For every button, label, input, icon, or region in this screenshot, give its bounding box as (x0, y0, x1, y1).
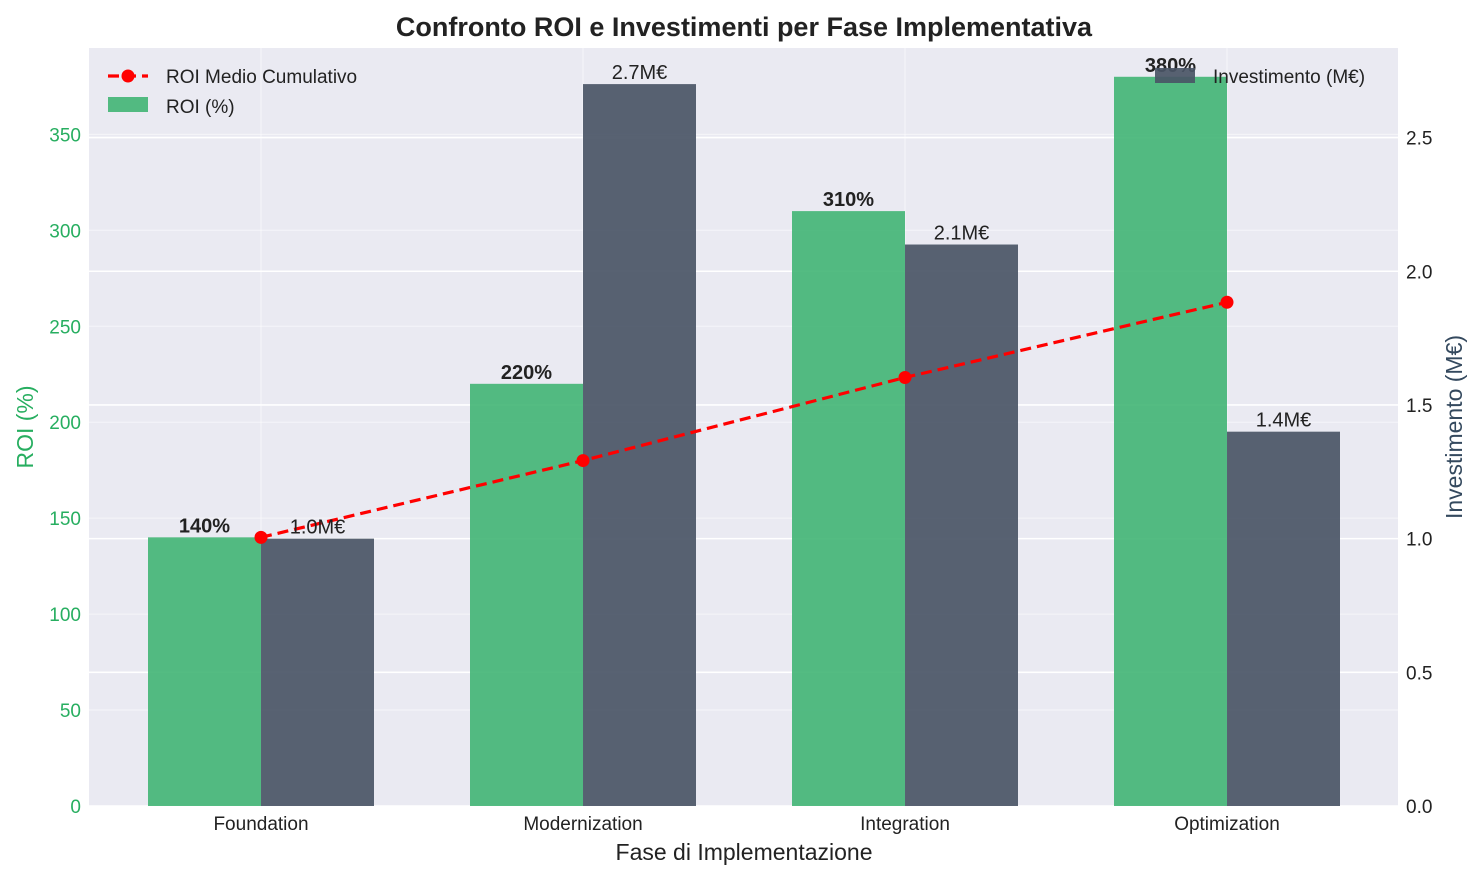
roi-value-label: 310% (823, 189, 874, 211)
y-right-tick-label: 0.0 (1406, 797, 1432, 818)
roi-cumulative-line (260, 300, 1228, 539)
roi-bar-integration (792, 211, 905, 807)
investment-bar-optimization (1227, 431, 1340, 806)
y-left-tick-label: 100 (49, 605, 81, 626)
legend-investment-swatch (1155, 68, 1195, 83)
legend-roi-label: ROI (%) (166, 97, 235, 118)
legend: ROI Medio Cumulativo ROI (%) Investimento … (108, 67, 1365, 118)
x-tick-label: Integration (860, 814, 950, 835)
investment-bar-foundation (261, 538, 374, 806)
y-left-tick-label: 250 (49, 317, 81, 338)
y-left-tick-label: 300 (49, 221, 81, 242)
investment-bar-integration (905, 244, 1018, 806)
roi-cumulative-point-integration (898, 370, 912, 384)
roi-cumulative-point-foundation (254, 530, 268, 544)
roi-bar-foundation (148, 537, 261, 806)
y-left-tick-label: 200 (49, 413, 81, 434)
roi-cumulative-point-modernization (576, 454, 590, 468)
bars-layer (148, 76, 1340, 807)
roi-bar-optimization (1114, 76, 1227, 807)
roi-cumulative-point-optimization (1220, 295, 1234, 309)
investment-value-label: 2.7M€ (612, 62, 668, 84)
y-axis-right-label: Investimento (M€) (1441, 335, 1467, 519)
x-tick-label: Modernization (523, 814, 642, 835)
legend-investment-label: Investimento (M€) (1213, 67, 1365, 88)
legend-line-label: ROI Medio Cumulativo (166, 67, 357, 88)
x-tick-label: Foundation (213, 814, 308, 835)
axes-layer: 0 50 100 150 200 250 300 350 0.0 0.5 1.0 1.5 2.0 2.5 F… (49, 125, 1432, 835)
y-right-tick-label: 2.5 (1406, 129, 1432, 150)
legend-line-marker (121, 69, 135, 83)
investment-value-label: 1.4M€ (1256, 410, 1312, 432)
y-right-tick-label: 0.5 (1406, 663, 1432, 684)
investment-value-label: 2.1M€ (934, 223, 990, 245)
investment-bar-modernization (583, 84, 696, 807)
y-right-tick-label: 1.0 (1406, 530, 1432, 551)
y-left-tick-label: 0 (70, 797, 81, 818)
roi-bar-modernization (470, 383, 583, 806)
roi-value-label: 140% (179, 515, 230, 537)
legend-roi-swatch (108, 97, 148, 112)
x-tick-label: Optimization (1174, 814, 1280, 835)
roi-value-label: 220% (501, 362, 552, 384)
y-left-tick-label: 350 (49, 125, 81, 146)
y-left-tick-label: 150 (49, 509, 81, 530)
y-right-tick-label: 1.5 (1406, 396, 1432, 417)
y-axis-left-label: ROI (%) (12, 385, 38, 468)
investment-value-label: 1.0M€ (290, 517, 346, 539)
chart-title: Confronto ROI e Investimenti per Fase Im… (396, 12, 1093, 42)
cumulative-line-layer (254, 295, 1234, 544)
x-axis-label: Fase di Implementazione (616, 839, 873, 865)
y-right-tick-label: 2.0 (1406, 262, 1432, 283)
y-left-tick-label: 50 (60, 701, 81, 722)
